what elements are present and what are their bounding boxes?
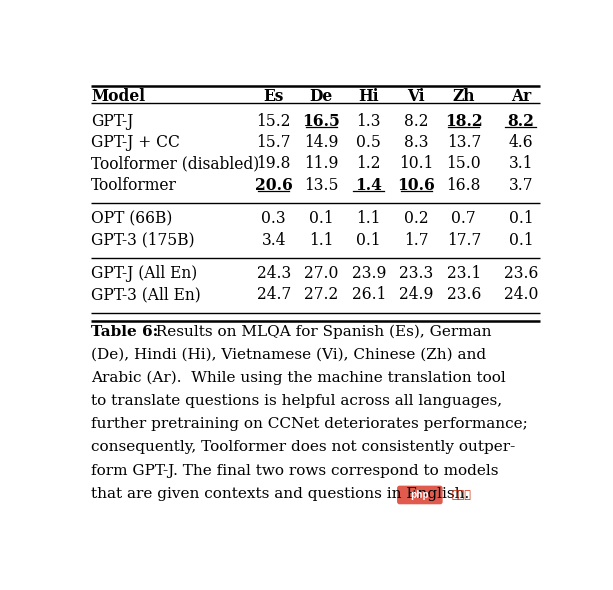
Text: Zh: Zh [452,88,475,106]
Text: Hi: Hi [359,88,379,106]
Text: 1.2: 1.2 [357,155,381,172]
Text: 4.6: 4.6 [509,134,533,151]
Text: GPT-3 (175B): GPT-3 (175B) [91,231,194,248]
Text: php: php [410,490,429,500]
Text: 0.1: 0.1 [309,210,333,227]
Text: 15.2: 15.2 [256,113,291,130]
Text: 23.9: 23.9 [352,265,386,282]
Text: form GPT-J. The final two rows correspond to models: form GPT-J. The final two rows correspon… [91,464,498,478]
Text: Table 6:: Table 6: [91,324,158,339]
Text: Ar: Ar [511,88,531,106]
Text: GPT-J: GPT-J [91,113,133,130]
Text: 10.6: 10.6 [397,176,435,194]
Text: 8.2: 8.2 [508,113,535,130]
Text: 3.7: 3.7 [509,176,533,194]
Text: Arabic (Ar).  While using the machine translation tool: Arabic (Ar). While using the machine tra… [91,371,506,385]
Text: 27.2: 27.2 [304,286,338,303]
Text: (De), Hindi (Hi), Vietnamese (Vi), Chinese (Zh) and: (De), Hindi (Hi), Vietnamese (Vi), Chine… [91,348,486,362]
Text: to translate questions is helpful across all languages,: to translate questions is helpful across… [91,394,502,408]
Text: 17.7: 17.7 [447,231,481,248]
Text: 26.1: 26.1 [352,286,386,303]
Text: De: De [310,88,333,106]
Text: GPT-3 (All En): GPT-3 (All En) [91,286,200,303]
Text: 3.1: 3.1 [509,155,533,172]
Text: 16.8: 16.8 [447,176,481,194]
Text: 13.5: 13.5 [304,176,338,194]
Text: GPT-J + CC: GPT-J + CC [91,134,180,151]
Text: 13.7: 13.7 [447,134,481,151]
Text: 20.6: 20.6 [255,176,293,194]
Text: 8.3: 8.3 [404,134,428,151]
Text: 3.4: 3.4 [262,231,286,248]
Text: 23.3: 23.3 [399,265,433,282]
Text: 1.1: 1.1 [309,231,333,248]
Text: Toolformer: Toolformer [91,176,177,194]
Text: 1.1: 1.1 [357,210,381,227]
FancyBboxPatch shape [398,486,442,504]
Text: 0.1: 0.1 [357,231,381,248]
Text: 14.9: 14.9 [304,134,338,151]
Text: 0.3: 0.3 [262,210,286,227]
Text: Toolformer (disabled): Toolformer (disabled) [91,155,259,172]
Text: 0.7: 0.7 [452,210,476,227]
Text: 0.5: 0.5 [356,134,381,151]
Text: 1.3: 1.3 [357,113,381,130]
Text: 23.6: 23.6 [447,286,481,303]
Text: 27.0: 27.0 [304,265,338,282]
Text: 19.8: 19.8 [257,155,291,172]
Text: that are given contexts and questions in English.: that are given contexts and questions in… [91,487,469,501]
Text: consequently, Toolformer does not consistently outper-: consequently, Toolformer does not consis… [91,441,515,454]
Text: 中文网: 中文网 [452,490,471,500]
Text: 10.1: 10.1 [399,155,433,172]
Text: 15.7: 15.7 [256,134,291,151]
Text: Es: Es [264,88,284,106]
Text: 0.1: 0.1 [509,231,533,248]
Text: 24.9: 24.9 [399,286,433,303]
Text: 24.7: 24.7 [257,286,291,303]
Text: 24.3: 24.3 [257,265,291,282]
Text: 23.6: 23.6 [504,265,538,282]
Text: 8.2: 8.2 [404,113,428,130]
Text: 0.2: 0.2 [404,210,428,227]
Text: further pretraining on CCNet deteriorates performance;: further pretraining on CCNet deteriorate… [91,417,528,431]
Text: 1.4: 1.4 [356,176,383,194]
Text: 1.7: 1.7 [404,231,428,248]
Text: 24.0: 24.0 [504,286,538,303]
Text: 15.0: 15.0 [446,155,481,172]
Text: Model: Model [91,88,145,106]
Text: OPT (66B): OPT (66B) [91,210,172,227]
Text: 23.1: 23.1 [447,265,481,282]
Text: 11.9: 11.9 [304,155,338,172]
Text: 18.2: 18.2 [445,113,482,130]
Text: 0.1: 0.1 [509,210,533,227]
Text: Results on MLQA for Spanish (Es), German: Results on MLQA for Spanish (Es), German [145,324,491,339]
Text: Vi: Vi [408,88,425,106]
Text: 16.5: 16.5 [302,113,340,130]
Text: GPT-J (All En): GPT-J (All En) [91,265,197,282]
